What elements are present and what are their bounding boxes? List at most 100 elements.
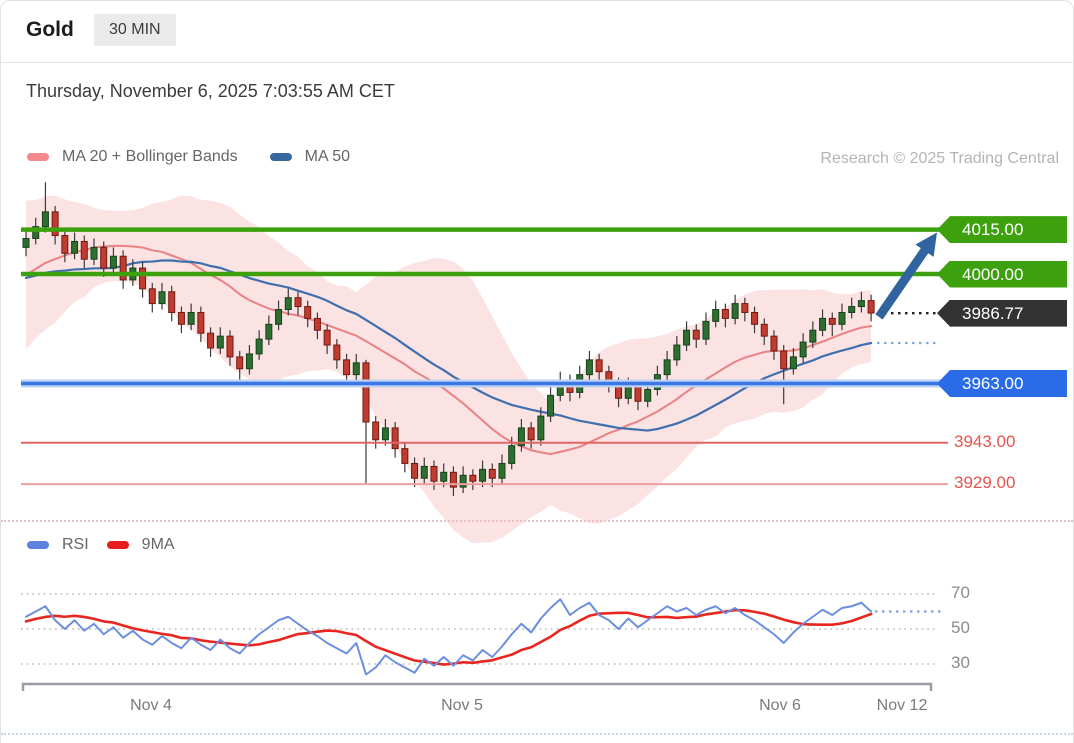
price-chart-legend: MA 20 + Bollinger Bands MA 50	[27, 148, 368, 166]
candle-body	[857, 300, 865, 308]
legend-item-ma50: MA 50	[269, 148, 351, 166]
candle-body	[634, 385, 642, 402]
candle-body	[430, 465, 438, 482]
candle-body	[275, 309, 283, 325]
bollinger-band-area	[26, 195, 872, 544]
attribution-text: Research © 2025 Trading Central	[820, 150, 1059, 167]
trend-arrow-head	[915, 232, 937, 257]
candle-body	[168, 291, 176, 313]
x-axis-label: Nov 12	[876, 697, 928, 714]
candle-body	[372, 421, 380, 441]
candle-body	[255, 338, 263, 355]
candle-body	[731, 303, 739, 319]
rsi-swatch-icon	[27, 541, 49, 549]
candle-body	[226, 335, 234, 358]
bollinger-swatch-icon	[27, 153, 49, 161]
candle-body	[51, 211, 59, 237]
candle-body	[809, 329, 817, 343]
rsi-section-divider	[1, 520, 1073, 522]
candle-body	[712, 309, 720, 322]
rsi-axis-label: 70	[951, 583, 970, 602]
candle-body	[488, 468, 496, 479]
candle-body	[411, 462, 419, 479]
candle-body	[22, 237, 30, 248]
candle-body	[770, 335, 778, 352]
ma50-line	[24, 259, 873, 432]
candle-body	[479, 468, 487, 482]
ma20-line	[25, 244, 873, 455]
candle-body	[741, 303, 749, 313]
candle-body	[692, 329, 700, 340]
candle-body	[197, 311, 205, 334]
candle-body	[819, 317, 827, 331]
candle-body	[158, 291, 166, 305]
candle-body	[469, 474, 477, 482]
candle-body	[595, 359, 603, 373]
candle-body	[139, 267, 147, 290]
candle-body	[663, 359, 671, 376]
candle-body	[760, 323, 768, 337]
price-level-text: 3929.00	[954, 473, 1016, 493]
candle-body	[148, 288, 156, 305]
candle-body	[867, 300, 875, 314]
candle-body	[401, 448, 409, 464]
candle-body	[236, 356, 244, 370]
candle-body	[362, 362, 370, 423]
candle-body	[381, 427, 389, 441]
candle-body	[245, 353, 253, 370]
legend-item-9ma: 9MA	[106, 536, 175, 554]
candle-body	[624, 385, 632, 399]
nine-ma-swatch-icon	[106, 541, 129, 549]
price-level-badge: 4015.00	[937, 216, 1067, 244]
rsi-line	[25, 598, 873, 676]
candle-body	[459, 474, 467, 488]
x-axis-bracket	[21, 682, 933, 691]
bottom-divider	[1, 733, 1073, 735]
legend-label-rsi: RSI	[62, 536, 89, 553]
legend-label-ma50: MA 50	[304, 148, 351, 165]
datetime-label: Thursday, November 6, 2025 7:03:55 AM CE…	[26, 81, 395, 101]
candle-body	[673, 344, 681, 361]
rsi-axis-label: 30	[951, 653, 970, 672]
candle-body	[391, 427, 399, 450]
candle-body	[323, 329, 331, 346]
candle-body	[547, 394, 555, 417]
candle-body	[440, 471, 448, 482]
price-level-badge: 3986.77	[937, 299, 1067, 327]
price-level-badge: 3963.00	[937, 370, 1067, 398]
candle-body	[420, 465, 428, 479]
candle-body	[683, 329, 691, 346]
timeframe-badge[interactable]: 30 MIN	[94, 14, 176, 46]
candle-body	[537, 415, 545, 441]
ma50-swatch-icon	[269, 153, 292, 161]
candle-body	[751, 311, 759, 325]
candle-body	[352, 362, 360, 376]
legend-item-bollinger: MA 20 + Bollinger Bands	[27, 148, 238, 166]
x-axis-label: Nov 4	[130, 697, 172, 714]
candle-body	[71, 240, 79, 254]
candle-body	[119, 255, 127, 281]
instrument-title: Gold	[26, 18, 74, 41]
trend-arrow-shaft	[875, 243, 932, 320]
x-axis-label: Nov 6	[759, 697, 801, 714]
candle-body	[789, 356, 797, 370]
candle-body	[498, 462, 506, 479]
candle-body	[848, 306, 856, 313]
candle-body	[780, 350, 788, 370]
candle-body	[585, 359, 593, 376]
candle-body	[216, 335, 224, 349]
rsi-axis-label: 50	[951, 618, 970, 637]
candle-body	[100, 246, 108, 269]
candle-body	[343, 359, 351, 376]
candle-body	[32, 226, 40, 239]
candle-body	[721, 309, 729, 319]
x-axis-label: Nov 5	[441, 697, 483, 714]
candle-body	[41, 211, 49, 228]
candle-body	[644, 388, 652, 402]
candle-body	[265, 323, 273, 340]
legend-label-bollinger: MA 20 + Bollinger Bands	[62, 148, 238, 165]
price-level-badge: 4000.00	[937, 260, 1067, 288]
candle-body	[80, 240, 88, 260]
candle-body	[177, 311, 185, 325]
